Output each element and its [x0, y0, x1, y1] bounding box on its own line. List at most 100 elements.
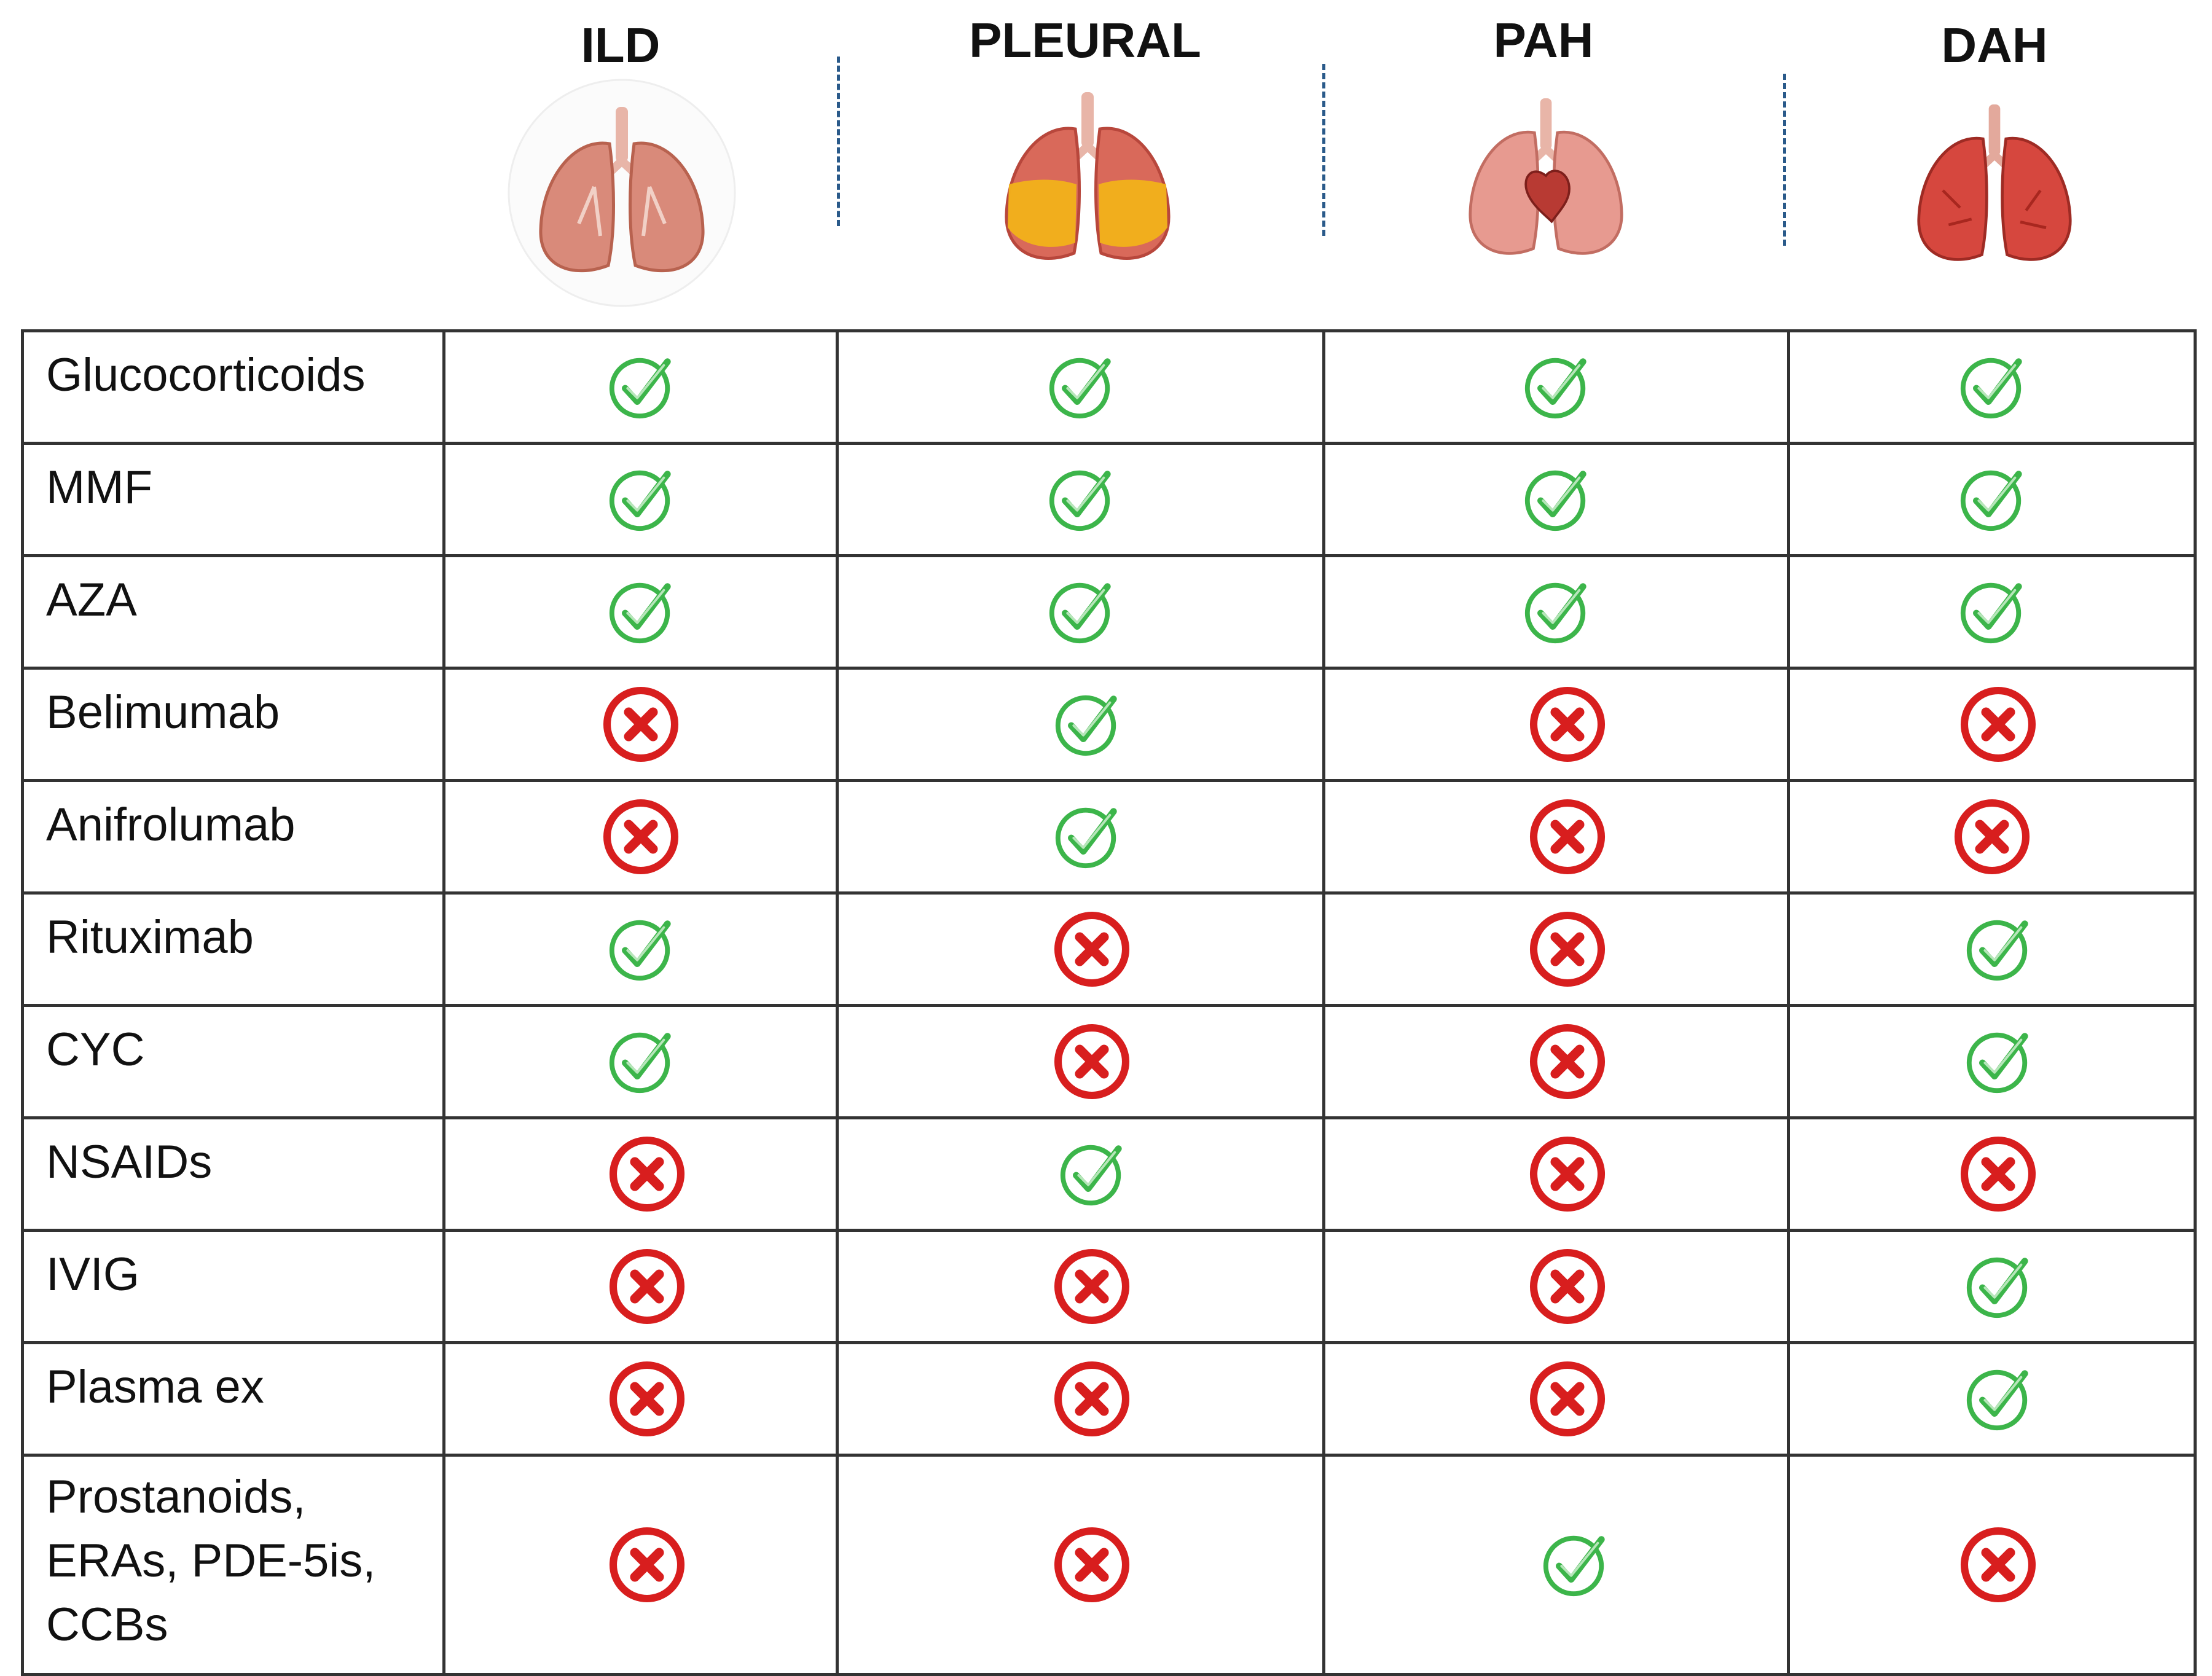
table-row: IVIG [21, 1229, 2197, 1344]
table-row: CYC [21, 1004, 2197, 1119]
treatment-table: Glucocorticoids MMF AZA Belimumab Anifroluma… [21, 329, 2197, 1676]
cell-pleural [836, 1004, 1325, 1119]
treatment-label: IVIG [21, 1229, 445, 1344]
treatment-label: CYC [21, 1004, 445, 1119]
cell-pah [1322, 1341, 1790, 1457]
cell-ild [442, 329, 839, 445]
cell-pah [1322, 667, 1790, 782]
cell-pleural [836, 1116, 1325, 1232]
cell-dah [1787, 554, 2197, 670]
treatment-label: NSAIDs [21, 1116, 445, 1232]
x-circle-icon [1527, 909, 1608, 990]
column-title-pah: PAH [1493, 13, 1594, 68]
table-body: Glucocorticoids MMF AZA Belimumab Anifroluma… [21, 329, 2197, 1676]
cell-dah [1787, 891, 2197, 1007]
treatment-label: MMF [21, 442, 445, 557]
check-circle-icon [1956, 463, 2028, 536]
cell-pah [1322, 1116, 1790, 1232]
cell-dah [1787, 667, 2197, 782]
check-circle-icon [1962, 1025, 2034, 1098]
table-row: Prostanoids, ERAs, PDE-5is, CCBs [21, 1454, 2197, 1676]
cell-dah [1787, 779, 2197, 895]
cell-ild [442, 891, 839, 1007]
cell-ild [442, 1229, 839, 1344]
cell-pah [1322, 1004, 1790, 1119]
x-circle-icon [606, 1134, 688, 1215]
lungs-icon [1917, 104, 2072, 261]
x-circle-icon [1958, 1524, 2039, 1605]
cell-ild [442, 554, 839, 670]
table-row: Plasma ex [21, 1341, 2197, 1457]
check-circle-icon [1962, 913, 2034, 985]
x-circle-icon [606, 1358, 688, 1439]
check-circle-icon [1051, 688, 1123, 761]
check-circle-icon [605, 1025, 677, 1098]
x-circle-icon [1051, 1246, 1132, 1327]
check-circle-icon [1056, 1138, 1128, 1210]
x-circle-icon [1527, 684, 1608, 765]
table-row: Rituximab [21, 891, 2197, 1007]
cell-pleural [836, 1229, 1325, 1344]
x-circle-icon [1051, 1524, 1132, 1605]
x-circle-icon [1527, 1021, 1608, 1102]
check-circle-icon [605, 463, 677, 536]
treatment-label: Plasma ex [21, 1341, 445, 1457]
check-circle-icon [605, 576, 677, 648]
column-separator [837, 57, 840, 226]
treatment-label: Anifrolumab [21, 779, 445, 895]
column-title-ild: ILD [581, 18, 661, 72]
check-circle-icon [1520, 463, 1593, 536]
cell-dah [1787, 442, 2197, 557]
cell-ild [442, 1004, 839, 1119]
table-row: Glucocorticoids [21, 329, 2197, 445]
cell-ild [442, 1116, 839, 1232]
table-row: NSAIDs [21, 1116, 2197, 1232]
x-circle-icon [1527, 1134, 1608, 1215]
cell-ild [442, 779, 839, 895]
check-circle-icon [1520, 576, 1593, 648]
x-circle-icon [1527, 1246, 1608, 1327]
cell-pah [1322, 1454, 1790, 1676]
lungs-icon [508, 79, 736, 307]
column-title-pleural: PLEURAL [969, 13, 1201, 68]
cell-dah [1787, 1341, 2197, 1457]
check-circle-icon [1045, 463, 1117, 536]
cell-pleural [836, 329, 1325, 445]
check-circle-icon [1956, 576, 2028, 648]
cell-pah [1322, 891, 1790, 1007]
x-circle-icon [600, 684, 681, 765]
check-circle-icon [1045, 351, 1117, 423]
cell-dah [1787, 329, 2197, 445]
cell-pah [1322, 329, 1790, 445]
cell-pah [1322, 779, 1790, 895]
cell-ild [442, 442, 839, 557]
cell-ild [442, 1341, 839, 1457]
x-circle-icon [606, 1246, 688, 1327]
cell-ild [442, 1454, 839, 1676]
check-circle-icon [1539, 1529, 1611, 1601]
treatment-label: AZA [21, 554, 445, 670]
x-circle-icon [1951, 796, 2033, 877]
cell-pleural [836, 554, 1325, 670]
x-circle-icon [1051, 909, 1132, 990]
cell-pleural [836, 891, 1325, 1007]
table-row: Anifrolumab [21, 779, 2197, 895]
cell-dah [1787, 1454, 2197, 1676]
check-circle-icon [1045, 576, 1117, 648]
cell-dah [1787, 1004, 2197, 1119]
check-circle-icon [605, 351, 677, 423]
cell-pleural [836, 1454, 1325, 1676]
table-row: AZA [21, 554, 2197, 670]
x-circle-icon [1958, 684, 2039, 765]
treatment-label: Glucocorticoids [21, 329, 445, 445]
cell-pleural [836, 779, 1325, 895]
x-circle-icon [600, 796, 681, 877]
check-circle-icon [1962, 1250, 2034, 1323]
lungs-icon [1005, 92, 1171, 260]
x-circle-icon [1051, 1358, 1132, 1439]
cell-pleural [836, 442, 1325, 557]
cell-pah [1322, 1229, 1790, 1344]
x-circle-icon [606, 1524, 688, 1605]
lungs-icon [1469, 98, 1623, 255]
treatment-label: Rituximab [21, 891, 445, 1007]
